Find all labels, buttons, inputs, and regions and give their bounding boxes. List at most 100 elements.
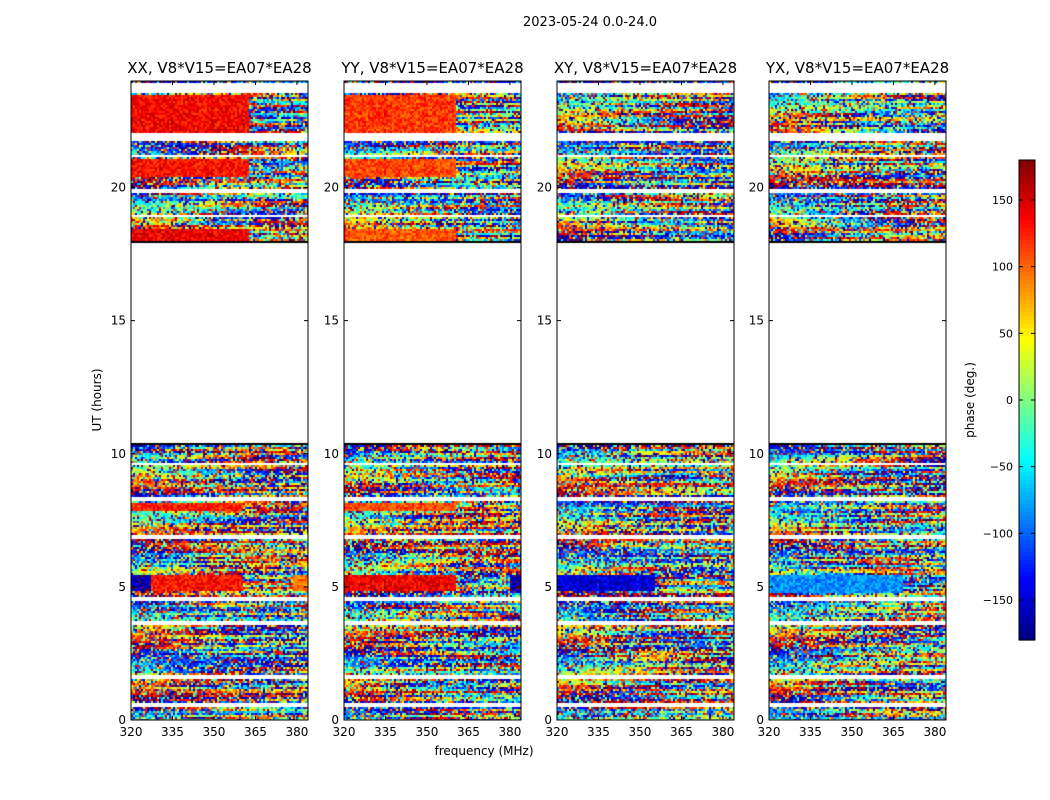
y-tick-label: 5 xyxy=(756,580,764,594)
y-tick-label: 5 xyxy=(118,580,126,594)
y-tick-label: 20 xyxy=(537,181,552,195)
y-tick-label: 0 xyxy=(756,713,764,727)
panel-title: XX, V8*V15=EA07*EA28 xyxy=(127,59,311,77)
colorbar-segment xyxy=(1019,392,1035,397)
colorbar-segment xyxy=(1019,604,1035,609)
colorbar-segment xyxy=(1019,244,1035,249)
heatmap-image xyxy=(131,81,308,720)
colorbar-segment xyxy=(1019,540,1035,545)
colorbar-segment xyxy=(1019,332,1035,337)
x-tick-label: 320 xyxy=(546,725,569,739)
colorbar-segment xyxy=(1019,636,1035,641)
colorbar-segment xyxy=(1019,612,1035,617)
x-tick-label: 350 xyxy=(203,725,226,739)
colorbar-segment xyxy=(1019,484,1035,489)
colorbar-segment xyxy=(1019,520,1035,525)
colorbar-segment xyxy=(1019,280,1035,285)
colorbar-segment xyxy=(1019,276,1035,281)
colorbar-segment xyxy=(1019,376,1035,381)
colorbar-segment xyxy=(1019,532,1035,537)
colorbar-segment xyxy=(1019,600,1035,605)
colorbar-segment xyxy=(1019,400,1035,405)
x-tick-label: 380 xyxy=(285,725,308,739)
colorbar-segment xyxy=(1019,396,1035,401)
panels-group: XX, V8*V15=EA07*EA28 320 335 350 365 380 0 5 10 1… xyxy=(111,59,949,739)
colorbar-segment xyxy=(1019,224,1035,229)
colorbar-segment xyxy=(1019,572,1035,577)
x-tick-label: 350 xyxy=(416,725,439,739)
colorbar-segment xyxy=(1019,576,1035,581)
colorbar-segment xyxy=(1019,580,1035,585)
colorbar-segment xyxy=(1019,344,1035,349)
panel-title: YY, V8*V15=EA07*EA28 xyxy=(340,59,523,77)
colorbar-segment xyxy=(1019,268,1035,273)
heatmap-image xyxy=(344,81,521,720)
colorbar-segment xyxy=(1019,328,1035,333)
y-tick-label: 10 xyxy=(749,447,764,461)
x-tick-label: 365 xyxy=(670,725,693,739)
colorbar-segment xyxy=(1019,192,1035,197)
colorbar-segment xyxy=(1019,204,1035,209)
colorbar-segment xyxy=(1019,620,1035,625)
colorbar-segment xyxy=(1019,464,1035,469)
x-tick-label: 320 xyxy=(333,725,356,739)
colorbar-segment xyxy=(1019,300,1035,305)
colorbar-segment xyxy=(1019,588,1035,593)
colorbar-segment xyxy=(1019,336,1035,341)
colorbar-segment xyxy=(1019,304,1035,309)
colorbar-segment xyxy=(1019,292,1035,297)
colorbar-segment xyxy=(1019,536,1035,541)
colorbar-segment xyxy=(1019,524,1035,529)
colorbar-segment xyxy=(1019,160,1035,165)
x-tick-label: 335 xyxy=(374,725,397,739)
y-tick-label: 20 xyxy=(324,181,339,195)
colorbar-segment xyxy=(1019,496,1035,501)
y-tick-label: 15 xyxy=(537,314,552,328)
x-tick-label: 380 xyxy=(711,725,734,739)
colorbar-segment xyxy=(1019,380,1035,385)
colorbar-tick-label: 150 xyxy=(992,194,1013,207)
colorbar-segment xyxy=(1019,608,1035,613)
colorbar-segment xyxy=(1019,316,1035,321)
y-tick-label: 10 xyxy=(111,447,126,461)
colorbar-segment xyxy=(1019,452,1035,457)
colorbar-segment xyxy=(1019,212,1035,217)
colorbar-segment xyxy=(1019,516,1035,521)
colorbar-segment xyxy=(1019,596,1035,601)
x-axis-label: frequency (MHz) xyxy=(434,744,533,758)
y-tick-label: 15 xyxy=(749,314,764,328)
colorbar-segment xyxy=(1019,308,1035,313)
colorbar-segment xyxy=(1019,440,1035,445)
x-tick-label: 365 xyxy=(457,725,480,739)
colorbar-segment xyxy=(1019,568,1035,573)
colorbar-segment xyxy=(1019,320,1035,325)
y-axis-label: UT (hours) xyxy=(90,368,104,431)
colorbar-segment xyxy=(1019,624,1035,629)
colorbar-segment xyxy=(1019,556,1035,561)
colorbar-segment xyxy=(1019,360,1035,365)
colorbar-segment xyxy=(1019,456,1035,461)
colorbar-segment xyxy=(1019,248,1035,253)
colorbar-tick-label: −100 xyxy=(983,527,1013,540)
colorbar-segment xyxy=(1019,284,1035,289)
x-tick-label: 350 xyxy=(841,725,864,739)
colorbar-segment xyxy=(1019,256,1035,261)
colorbar-segment xyxy=(1019,504,1035,509)
colorbar-segment xyxy=(1019,508,1035,513)
colorbar-segment xyxy=(1019,488,1035,493)
colorbar-segment xyxy=(1019,368,1035,373)
colorbar-tick-label: 50 xyxy=(999,327,1013,340)
heatmap-image xyxy=(557,81,734,720)
colorbar: 150 100 50 0 −50 −100 −150 xyxy=(983,159,1036,641)
heatmap-image xyxy=(769,81,946,720)
colorbar-segment xyxy=(1019,184,1035,189)
panel-1: YY, V8*V15=EA07*EA28 320 335 350 365 380 0 5 10 1… xyxy=(324,59,524,739)
colorbar-segment xyxy=(1019,384,1035,389)
x-tick-label: 335 xyxy=(799,725,822,739)
colorbar-segment xyxy=(1019,424,1035,429)
colorbar-segment xyxy=(1019,412,1035,417)
panel-frame xyxy=(343,80,522,721)
colorbar-segment xyxy=(1019,240,1035,245)
y-tick-label: 0 xyxy=(331,713,339,727)
y-tick-label: 20 xyxy=(749,181,764,195)
